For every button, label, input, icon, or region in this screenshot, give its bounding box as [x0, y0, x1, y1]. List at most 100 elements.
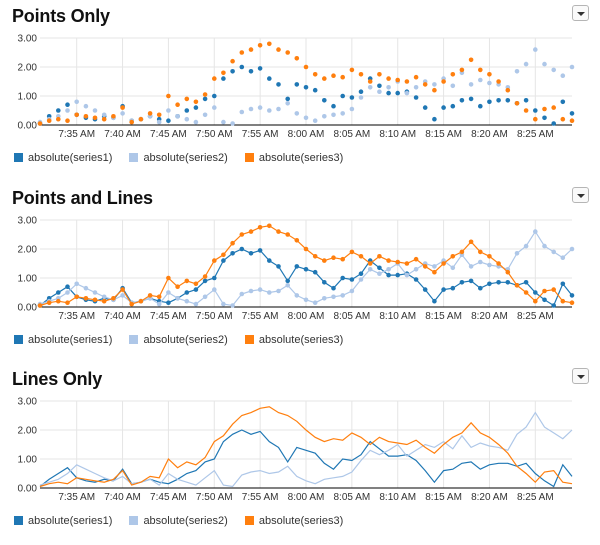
data-point: [533, 116, 538, 122]
data-point: [478, 249, 483, 255]
data-point: [303, 267, 309, 272]
data-point: [340, 74, 346, 80]
data-point: [202, 112, 208, 118]
data-point: [533, 47, 538, 52]
data-point: [560, 116, 566, 122]
data-point: [312, 118, 318, 123]
data-point: [83, 285, 89, 291]
grid: [40, 37, 572, 126]
data-point: [413, 74, 419, 80]
legend-item-series1[interactable]: absolute(series1): [14, 515, 112, 527]
data-point: [468, 82, 474, 87]
x-tick-label: 8:00 AM: [288, 129, 325, 140]
data-point: [285, 232, 291, 237]
data-point: [193, 119, 199, 125]
data-point: [156, 301, 162, 307]
data-point: [101, 294, 107, 300]
data-point: [377, 72, 382, 77]
data-point: [349, 67, 355, 73]
data-point: [523, 280, 529, 285]
data-point: [156, 112, 162, 118]
data-point: [65, 290, 70, 295]
y-tick-label: 3.00: [18, 397, 38, 408]
data-point: [312, 87, 318, 93]
x-tick-label: 7:40 AM: [104, 129, 141, 140]
x-tick-label: 7:40 AM: [104, 492, 141, 503]
data-point: [551, 67, 556, 73]
legend-label: absolute(series3): [258, 515, 344, 527]
data-point: [551, 121, 556, 126]
data-point: [331, 255, 336, 260]
data-point: [560, 99, 566, 105]
chart-menu-button[interactable]: [572, 187, 589, 203]
data-point: [37, 121, 43, 126]
data-point: [166, 290, 171, 295]
data-point: [523, 290, 529, 295]
data-point: [551, 287, 556, 292]
chart-panel-points-only: Points Only 0.00 1.00 2.00 3.00 7:35 AM 7:40 …: [0, 0, 600, 180]
legend-item-series1[interactable]: absolute(series1): [14, 152, 112, 164]
x-tick-label: 8:15 AM: [425, 311, 462, 322]
data-point: [303, 246, 309, 252]
x-tick-label: 7:55 AM: [242, 129, 279, 140]
x-tick-label: 7:45 AM: [150, 492, 187, 503]
data-point: [322, 114, 327, 119]
data-point: [184, 116, 190, 122]
data-point: [221, 70, 226, 76]
data-point: [533, 229, 538, 234]
data-point: [478, 259, 483, 265]
data-point: [193, 99, 199, 105]
data-point: [422, 82, 428, 87]
data-point: [377, 89, 382, 94]
data-point: [413, 267, 419, 272]
legend-item-series2[interactable]: absolute(series2): [129, 152, 228, 164]
data-point: [46, 300, 52, 305]
data-point: [248, 288, 254, 294]
data-point: [395, 90, 401, 96]
data-point: [386, 76, 391, 81]
legend-item-series3[interactable]: absolute(series3): [244, 515, 344, 527]
data-point: [147, 293, 153, 298]
data-point: [184, 298, 190, 304]
y-tick-label: 0.00: [18, 303, 38, 314]
data-point: [340, 293, 346, 298]
x-tick-label: 8:25 AM: [517, 311, 554, 322]
data-point: [230, 303, 235, 308]
legend-swatch: [14, 335, 23, 344]
data-point: [349, 95, 355, 100]
chart-legend: absolute(series1) absolute(series2) abso…: [14, 515, 357, 529]
legend-item-series2[interactable]: absolute(series2): [129, 334, 228, 346]
y-tick-label: 0.00: [18, 484, 38, 495]
chart-menu-button[interactable]: [572, 5, 589, 21]
chart-legend: absolute(series1) absolute(series2) abso…: [14, 334, 357, 348]
data-point: [202, 278, 208, 284]
data-point: [294, 238, 300, 243]
x-tick-label: 8:10 AM: [379, 492, 416, 503]
legend-item-series3[interactable]: absolute(series3): [244, 334, 343, 346]
data-point: [358, 254, 364, 259]
data-point: [551, 249, 556, 255]
data-point: [331, 112, 336, 118]
y-tick-label: 2.00: [18, 63, 38, 74]
data-point: [166, 108, 171, 113]
data-point: [358, 95, 364, 100]
data-point: [202, 274, 208, 279]
data-point: [542, 243, 547, 249]
data-point: [92, 290, 98, 295]
series-series1: [39, 429, 573, 488]
legend-item-series3[interactable]: absolute(series3): [244, 152, 343, 164]
data-point: [569, 111, 575, 116]
data-point: [74, 99, 79, 105]
data-point: [303, 297, 309, 303]
legend-item-series1[interactable]: absolute(series1): [14, 334, 112, 346]
legend-swatch: [244, 516, 254, 525]
legend-item-series2[interactable]: absolute(series2): [129, 515, 228, 527]
data-point: [340, 111, 346, 116]
data-point: [111, 114, 116, 119]
data-point: [468, 57, 474, 63]
x-tick-label: 8:15 AM: [425, 129, 462, 140]
x-tick-label: 8:15 AM: [425, 492, 462, 503]
chart-menu-button[interactable]: [572, 368, 589, 384]
data-point: [285, 101, 291, 106]
data-point: [395, 259, 401, 265]
